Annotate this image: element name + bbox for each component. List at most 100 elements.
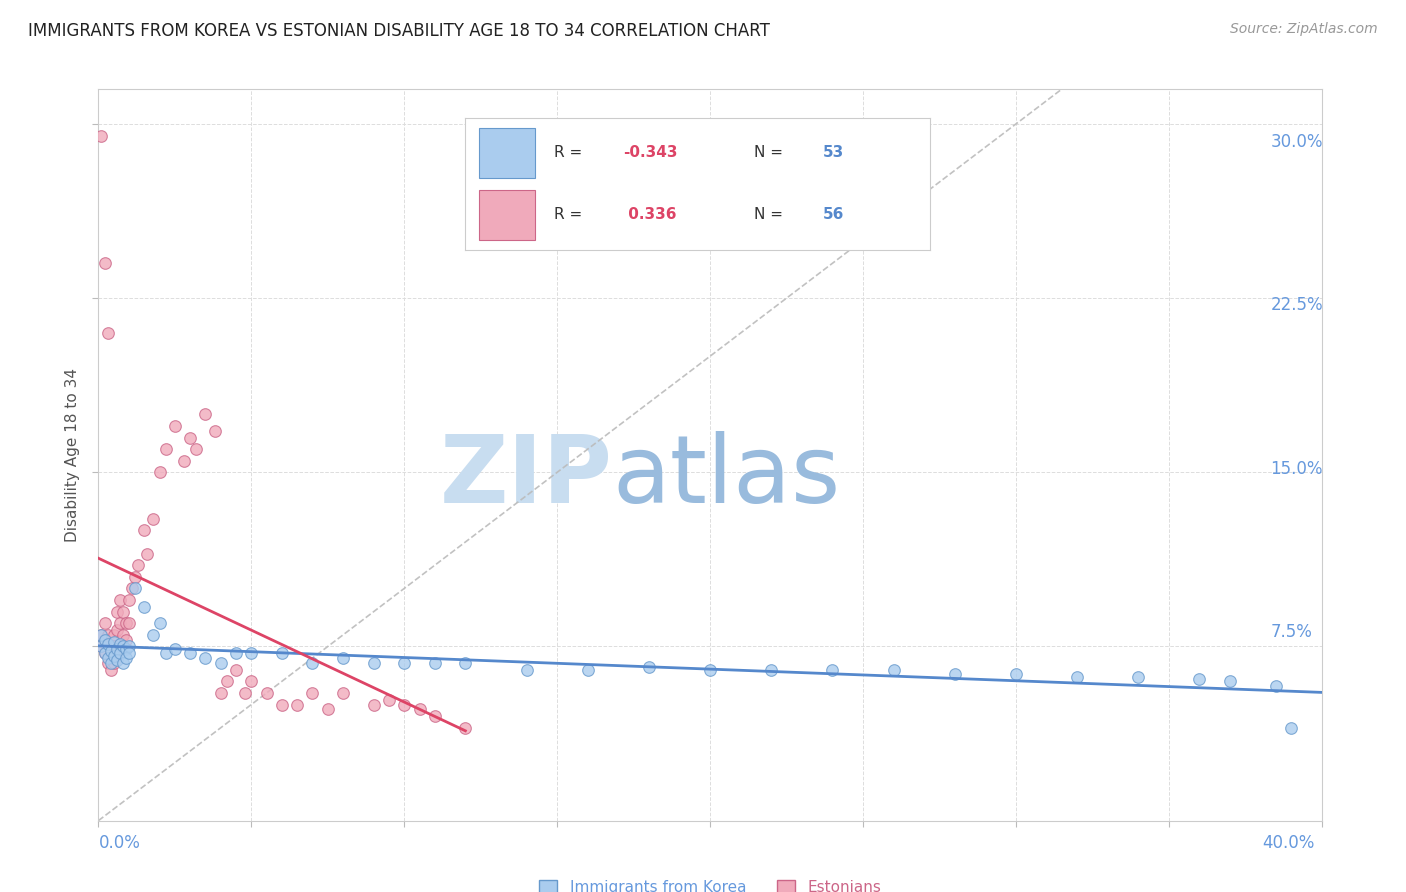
Point: [186, 612, 209, 626]
Point: [176, 630, 198, 644]
Point: [181, 608, 204, 623]
Point: [232, 416, 254, 430]
Point: [328, 678, 350, 692]
Point: [368, 682, 391, 697]
Point: [219, 459, 242, 474]
Point: [184, 624, 207, 638]
Point: [186, 591, 209, 605]
Point: [240, 449, 263, 463]
Point: [225, 630, 247, 644]
Point: [170, 630, 193, 644]
Point: [710, 645, 733, 659]
Text: IMMIGRANTS FROM KOREA VS ESTONIAN DISABILITY AGE 18 TO 34 CORRELATION CHART: IMMIGRANTS FROM KOREA VS ESTONIAN DISABI…: [28, 22, 770, 40]
Y-axis label: Disability Age 18 to 34: Disability Age 18 to 34: [65, 363, 80, 538]
Point: [179, 624, 201, 638]
Point: [450, 682, 472, 697]
Point: [763, 645, 786, 659]
Point: [170, 616, 193, 631]
Point: [173, 329, 195, 343]
Point: [179, 619, 201, 633]
Point: [492, 699, 515, 714]
Point: [423, 673, 446, 688]
Point: [167, 144, 190, 158]
Point: [191, 630, 214, 644]
Point: [1036, 651, 1059, 665]
Point: [191, 601, 214, 615]
Point: [208, 536, 231, 550]
Point: [1173, 656, 1195, 670]
Point: [1227, 699, 1250, 714]
Point: [179, 612, 201, 626]
Point: [214, 612, 236, 626]
Point: [274, 639, 297, 653]
Point: [252, 438, 274, 452]
Point: [278, 656, 301, 670]
Point: [356, 667, 378, 681]
Point: [181, 630, 204, 644]
Point: [184, 601, 207, 615]
Point: [184, 580, 207, 594]
Point: [464, 689, 486, 703]
Point: [205, 514, 228, 528]
Point: [170, 263, 193, 277]
Point: [437, 639, 460, 653]
Point: [170, 601, 193, 615]
Point: [873, 645, 896, 659]
Point: [1091, 651, 1114, 665]
Point: [546, 645, 568, 659]
Point: [194, 569, 217, 583]
Point: [600, 645, 623, 659]
Point: [1213, 660, 1236, 674]
Point: [981, 649, 1004, 664]
Point: [179, 632, 201, 646]
Point: [176, 639, 198, 653]
Legend: Immigrants from Korea, Estonians: Immigrants from Korea, Estonians: [544, 841, 897, 869]
Point: [356, 639, 378, 653]
Point: [179, 639, 201, 653]
Point: [191, 624, 214, 638]
Point: [184, 630, 207, 644]
Point: [191, 580, 214, 594]
Point: [200, 547, 222, 561]
Text: 40.0%: 40.0%: [1263, 834, 1315, 852]
Point: [301, 656, 323, 670]
Point: [219, 601, 242, 615]
Point: [315, 667, 337, 681]
Point: [260, 634, 283, 648]
Point: [173, 621, 195, 635]
Point: [246, 427, 269, 442]
Point: [197, 558, 219, 572]
Point: [409, 678, 432, 692]
Text: Source: ZipAtlas.com: Source: ZipAtlas.com: [1230, 22, 1378, 37]
Point: [181, 625, 204, 640]
Point: [274, 667, 297, 681]
Point: [437, 678, 460, 692]
Point: [1144, 654, 1167, 668]
Point: [301, 630, 323, 644]
Point: [184, 621, 207, 635]
Point: [167, 612, 190, 626]
Point: [655, 643, 678, 657]
Point: [173, 612, 195, 626]
Text: atlas: atlas: [633, 425, 862, 517]
Point: [176, 628, 198, 642]
Point: [173, 634, 195, 648]
Point: [382, 634, 405, 648]
Point: [170, 616, 193, 631]
Point: [818, 645, 841, 659]
Point: [214, 503, 236, 517]
Point: [173, 639, 195, 653]
Point: [246, 630, 269, 644]
Point: [181, 636, 204, 650]
Point: [328, 630, 350, 644]
Point: [295, 667, 318, 681]
Text: 0.0%: 0.0%: [98, 834, 141, 852]
Point: [492, 639, 515, 653]
Point: [186, 624, 209, 638]
Point: [197, 569, 219, 583]
Point: [464, 639, 486, 653]
Point: [188, 634, 211, 648]
Point: [188, 601, 211, 615]
Point: [287, 630, 309, 644]
Point: [269, 420, 291, 434]
